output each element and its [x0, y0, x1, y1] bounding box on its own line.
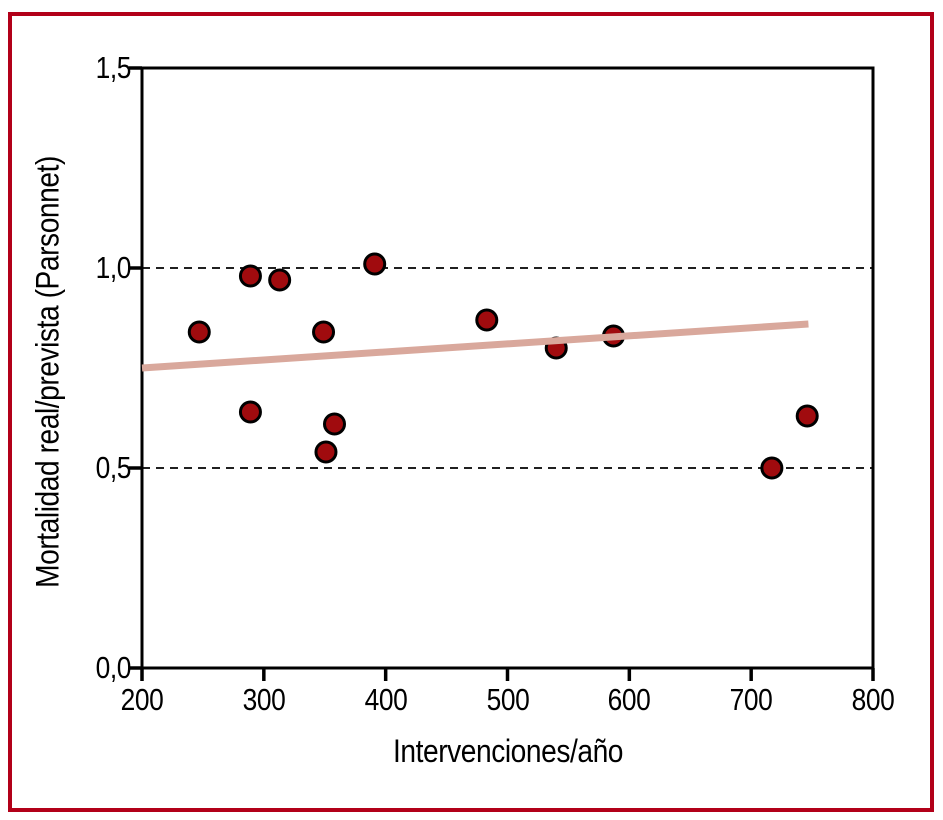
data-point: [238, 400, 262, 424]
y-tick-label: 0,5: [95, 450, 132, 485]
y-tick-label: 1,5: [95, 50, 132, 85]
data-point: [187, 320, 211, 344]
plot-frame: [140, 66, 875, 670]
x-tick-label: 400: [364, 682, 408, 717]
data-point: [322, 412, 346, 436]
x-tick-label: 700: [729, 682, 773, 717]
data-point: [795, 404, 819, 428]
trend-line: [141, 320, 809, 372]
y-tick-label: 0,0: [95, 650, 132, 685]
x-tick-label: 300: [242, 682, 286, 717]
data-point: [314, 440, 338, 464]
figure-red-border: [8, 12, 934, 812]
x-tick-label: 500: [486, 682, 529, 717]
data-point: [312, 320, 336, 344]
data-point: [268, 268, 292, 292]
y-tick-label: 1,0: [95, 250, 132, 285]
data-point: [363, 252, 387, 276]
data-point: [475, 308, 499, 332]
data-point: [760, 456, 784, 480]
x-tick-label: 800: [851, 682, 895, 717]
data-point: [238, 264, 262, 288]
x-tick-label: 600: [607, 682, 651, 717]
x-axis-title: Intervenciones/año: [392, 733, 624, 769]
x-tick-label: 200: [120, 682, 164, 717]
y-axis-title: Mortalidad real/prevista (Parsonnet): [29, 156, 66, 588]
